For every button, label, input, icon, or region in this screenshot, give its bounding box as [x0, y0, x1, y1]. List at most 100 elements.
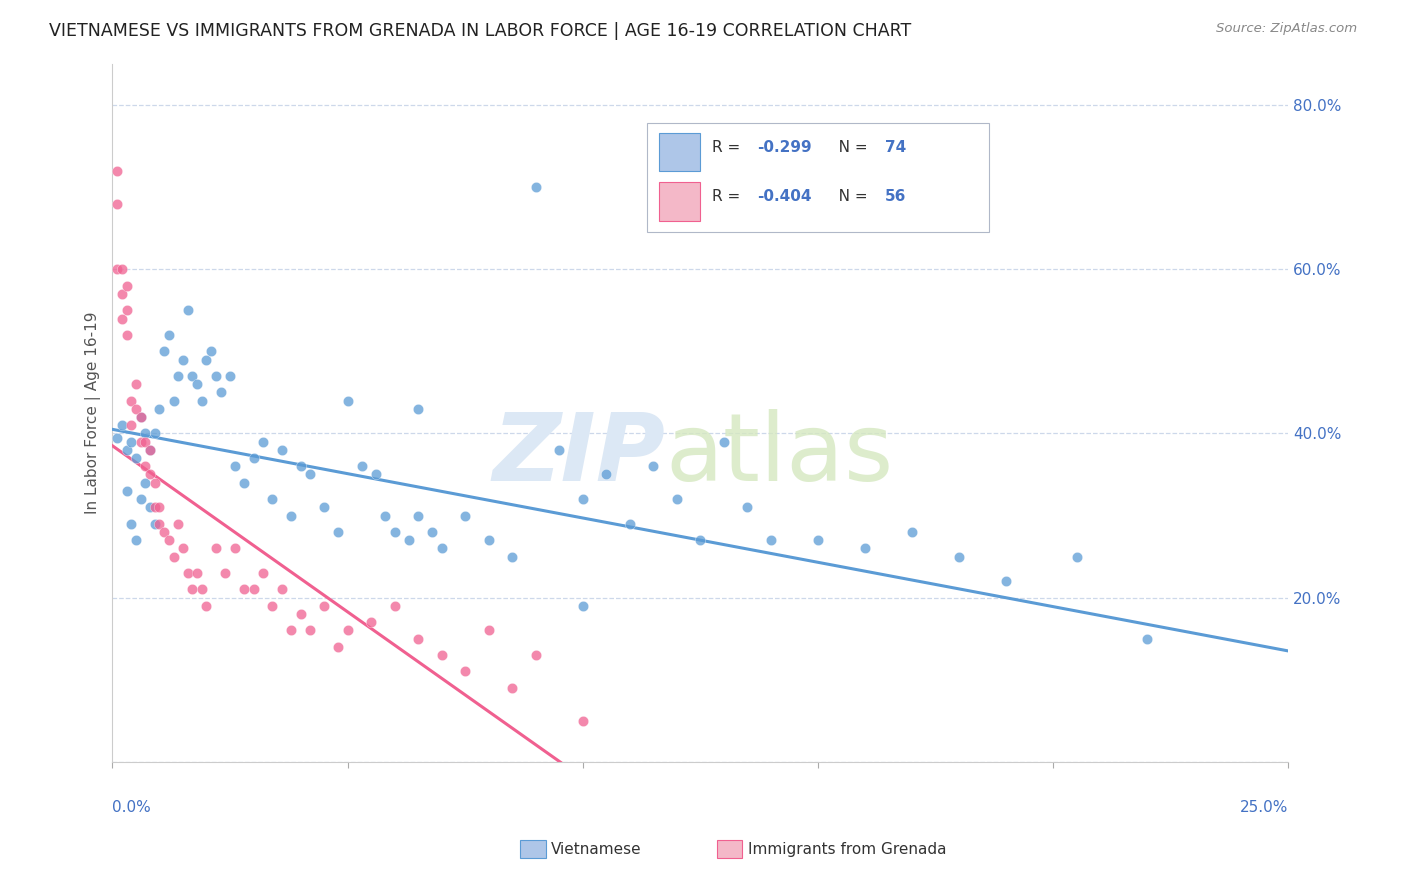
Point	[430, 648, 453, 662]
Point	[420, 524, 443, 539]
Point	[157, 533, 180, 548]
Point	[406, 401, 429, 416]
Point	[148, 500, 170, 515]
Point	[129, 492, 152, 507]
Point	[209, 385, 232, 400]
Point	[129, 410, 152, 425]
Point	[270, 582, 292, 597]
Point	[1066, 549, 1088, 564]
Point	[619, 516, 641, 531]
Point	[454, 508, 477, 523]
Point	[262, 599, 284, 613]
Point	[901, 524, 924, 539]
Point	[689, 533, 711, 548]
Text: atlas: atlas	[665, 409, 893, 500]
Point	[759, 533, 782, 548]
Point	[125, 401, 148, 416]
Point	[115, 278, 138, 293]
Point	[524, 648, 547, 662]
Point	[242, 451, 264, 466]
Point	[548, 442, 571, 457]
Point	[195, 599, 218, 613]
Point	[336, 393, 359, 408]
Point	[737, 500, 759, 515]
Point	[111, 418, 134, 433]
Point	[384, 524, 406, 539]
Point	[205, 541, 228, 556]
Text: VIETNAMESE VS IMMIGRANTS FROM GRENADA IN LABOR FORCE | AGE 16-19 CORRELATION CHA: VIETNAMESE VS IMMIGRANTS FROM GRENADA IN…	[49, 22, 911, 40]
Point	[314, 500, 336, 515]
Point	[713, 434, 735, 449]
Point	[350, 459, 373, 474]
Point	[524, 180, 547, 194]
Point	[807, 533, 830, 548]
Text: -0.299: -0.299	[756, 140, 811, 154]
Point	[139, 442, 162, 457]
Point	[176, 566, 198, 580]
Point	[242, 582, 264, 597]
Point	[364, 467, 387, 482]
Point	[219, 369, 242, 384]
Point	[162, 549, 184, 564]
Point	[195, 352, 218, 367]
Y-axis label: In Labor Force | Age 16-19: In Labor Force | Age 16-19	[86, 311, 101, 514]
Text: 56: 56	[884, 189, 907, 204]
Point	[572, 492, 595, 507]
Point	[172, 352, 194, 367]
Point	[134, 426, 156, 441]
Point	[181, 369, 204, 384]
Point	[191, 393, 214, 408]
Point	[115, 327, 138, 342]
Point	[252, 434, 274, 449]
Point	[157, 327, 180, 342]
Point	[406, 632, 429, 646]
Point	[454, 665, 477, 679]
Text: R =: R =	[713, 189, 745, 204]
Text: 74: 74	[884, 140, 907, 154]
Point	[478, 624, 501, 638]
Point	[298, 624, 321, 638]
Point	[374, 508, 396, 523]
Point	[384, 599, 406, 613]
Point	[406, 508, 429, 523]
Text: Vietnamese: Vietnamese	[551, 842, 641, 856]
Text: ZIP: ZIP	[492, 409, 665, 500]
Point	[572, 599, 595, 613]
Point	[186, 377, 208, 392]
Point	[314, 599, 336, 613]
Point	[172, 541, 194, 556]
Point	[186, 566, 208, 580]
Point	[143, 426, 166, 441]
Point	[129, 434, 152, 449]
Point	[191, 582, 214, 597]
Point	[290, 459, 312, 474]
Point	[270, 442, 292, 457]
Point	[153, 524, 176, 539]
Point	[224, 459, 246, 474]
Point	[665, 492, 688, 507]
Point	[134, 459, 156, 474]
Point	[105, 431, 128, 445]
Text: Source: ZipAtlas.com: Source: ZipAtlas.com	[1216, 22, 1357, 36]
Point	[200, 344, 222, 359]
Point	[120, 418, 142, 433]
Point	[501, 681, 523, 695]
Point	[290, 607, 312, 621]
Point	[1136, 632, 1159, 646]
Point	[430, 541, 453, 556]
Point	[111, 286, 134, 301]
Point	[125, 533, 148, 548]
Point	[214, 566, 236, 580]
Point	[115, 483, 138, 498]
Point	[398, 533, 420, 548]
Point	[105, 262, 128, 277]
Point	[143, 500, 166, 515]
Point	[328, 524, 350, 539]
Point	[105, 163, 128, 178]
Point	[572, 714, 595, 728]
Text: Immigrants from Grenada: Immigrants from Grenada	[748, 842, 946, 856]
Point	[115, 442, 138, 457]
Point	[233, 582, 256, 597]
Point	[181, 582, 204, 597]
Point	[478, 533, 501, 548]
